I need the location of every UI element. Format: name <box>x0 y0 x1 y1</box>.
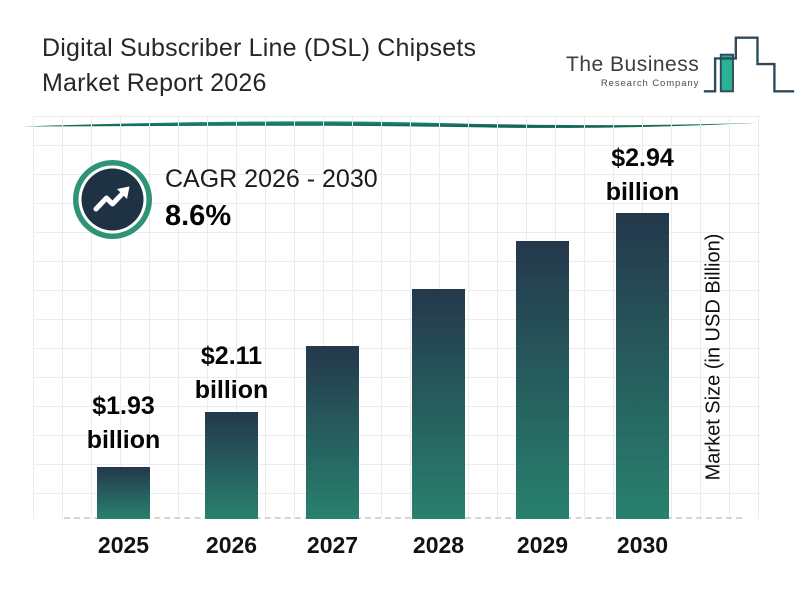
bar-2030 <box>616 213 669 519</box>
x-axis-label-2030: 2030 <box>616 532 669 558</box>
bar-2025 <box>97 467 150 519</box>
bar-2028 <box>412 289 465 519</box>
x-axis-label-2028: 2028 <box>412 532 465 558</box>
cagr-text: CAGR 2026 - 2030 8.6% <box>165 165 378 233</box>
chart-baseline <box>64 517 742 519</box>
company-logo-name: The Business <box>566 53 700 76</box>
data-label-2026: $2.11 billion <box>194 342 269 404</box>
cagr-badge: CAGR 2026 - 2030 8.6% <box>71 158 378 241</box>
company-logo-text: The Business Research Company <box>566 53 699 89</box>
page-title: Digital Subscriber Line (DSL) Chipsets M… <box>42 31 476 101</box>
trend-up-icon <box>73 160 152 239</box>
cagr-value: 8.6% <box>165 200 232 232</box>
company-logo-tagline: Research Company <box>600 78 700 89</box>
y-axis-label: Market Size (in USD Billion) <box>702 233 725 481</box>
bar-2029 <box>516 241 569 519</box>
x-axis-label-2029: 2029 <box>516 532 569 558</box>
page-title-line-1: Digital Subscriber Line (DSL) Chipsets <box>42 34 477 62</box>
page-title-line-2: Market Report 2026 <box>42 69 267 97</box>
company-logo: The Business Research Company <box>566 33 797 97</box>
x-axis-label-2027: 2027 <box>306 532 359 558</box>
x-axis-label-2025: 2025 <box>97 532 150 558</box>
data-label-2025: $1.93 billion <box>86 392 161 454</box>
bar-chart-logo-icon <box>704 36 795 93</box>
x-axis-label-2026: 2026 <box>205 532 258 558</box>
bar-2027 <box>306 346 359 519</box>
data-label-2030: $2.94 billion <box>605 144 680 206</box>
cagr-label: CAGR 2026 - 2030 <box>165 165 378 193</box>
bar-2026 <box>205 412 258 519</box>
